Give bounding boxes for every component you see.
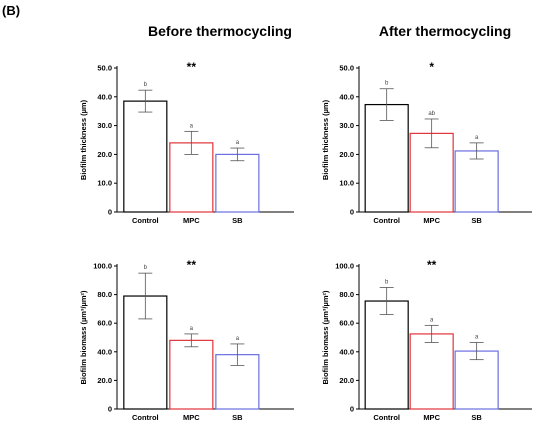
significance-letter: b (385, 81, 389, 87)
y-tick-label: 100.0 (335, 262, 354, 271)
significance-letter: b (385, 279, 389, 285)
y-tick-label: 50.0 (97, 64, 112, 73)
category-label: SB (232, 413, 243, 422)
y-tick-label: 30.0 (339, 121, 354, 130)
y-tick-label: 0 (350, 405, 354, 414)
y-axis-label: Biofilm biomass (µm³/µm²) (79, 290, 88, 385)
y-tick-label: 50.0 (339, 64, 354, 73)
y-axis-label: Biofilm thickness (µm) (321, 99, 330, 180)
y-tick-label: 10.0 (97, 179, 112, 188)
significance-stars: ** (187, 258, 197, 272)
y-tick-label: 40.0 (97, 92, 112, 101)
significance-letter: a (236, 336, 240, 342)
panel-label: (B) (2, 3, 20, 18)
category-label: MPC (183, 216, 200, 225)
y-tick-label: 20.0 (97, 150, 112, 159)
significance-letter: b (144, 265, 148, 271)
column-title-before: Before thermocycling (148, 23, 292, 39)
significance-letter: a (430, 317, 434, 323)
category-label: SB (471, 216, 482, 225)
significance-letter: a (190, 123, 194, 129)
significance-letter: ab (428, 111, 435, 117)
y-tick-label: 80.0 (339, 290, 354, 299)
significance-stars: ** (187, 60, 197, 74)
y-tick-label: 40.0 (97, 347, 112, 356)
bar-control (364, 300, 409, 410)
significance-letter: a (475, 135, 479, 141)
y-tick-label: 80.0 (97, 290, 112, 299)
significance-stars: ** (427, 258, 437, 272)
y-tick-label: 100.0 (93, 262, 112, 271)
category-label: Control (132, 413, 159, 422)
category-label: Control (373, 413, 400, 422)
y-tick-label: 30.0 (97, 121, 112, 130)
category-label: SB (232, 216, 243, 225)
category-label: MPC (183, 413, 200, 422)
category-label: MPC (423, 216, 440, 225)
y-tick-label: 0 (350, 208, 354, 217)
chart-4: 0 20.0 40.0 60.0 80.0 100.0 Biofilm biomass (µ… (321, 258, 532, 422)
column-title-after: After thermocycling (379, 23, 511, 39)
y-tick-label: 0 (108, 208, 112, 217)
bar-sb (454, 150, 499, 213)
category-label: Control (132, 216, 159, 225)
chart-3: 0 20.0 40.0 60.0 80.0 100.0 Biofilm biomass (µ… (79, 258, 294, 422)
significance-letter: a (236, 140, 240, 146)
y-tick-label: 20.0 (339, 150, 354, 159)
category-label: SB (471, 413, 482, 422)
y-axis-label: Biofilm biomass (µm³/µm²) (321, 290, 330, 385)
y-tick-label: 60.0 (339, 319, 354, 328)
y-tick-label: 10.0 (339, 179, 354, 188)
significance-stars: * (429, 60, 434, 74)
significance-letter: a (475, 335, 479, 341)
category-label: Control (373, 216, 400, 225)
chart-2: 0 10.0 20.0 30.0 40.0 50.0 Biofilm thickness (… (321, 60, 532, 225)
y-tick-label: 20.0 (339, 376, 354, 385)
y-tick-label: 0 (108, 405, 112, 414)
y-tick-label: 20.0 (97, 376, 112, 385)
bar-mpc (409, 333, 454, 410)
y-tick-label: 60.0 (97, 319, 112, 328)
chart-1: 0 10.0 20.0 30.0 40.0 50.0 Biofilm thickness (… (79, 60, 294, 225)
category-label: MPC (423, 413, 440, 422)
significance-letter: a (190, 326, 194, 332)
bar-sb (215, 153, 260, 213)
bar-control (123, 100, 168, 213)
y-tick-label: 40.0 (339, 92, 354, 101)
y-tick-label: 40.0 (339, 347, 354, 356)
y-axis-label: Biofilm thickness (µm) (79, 99, 88, 180)
bar-mpc (169, 339, 214, 410)
significance-letter: b (144, 82, 148, 88)
